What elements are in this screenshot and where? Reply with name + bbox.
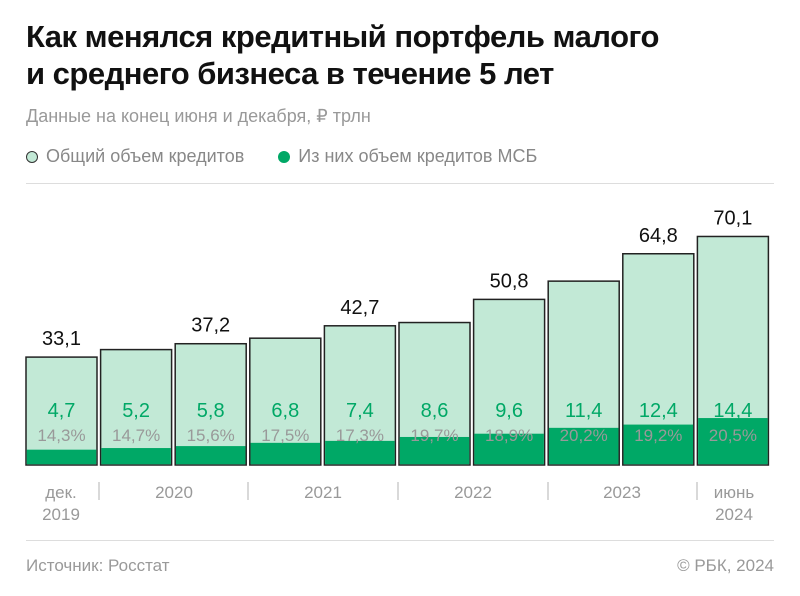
share-label: 20,5% [709, 426, 757, 445]
total-value-label: 50,8 [490, 270, 529, 292]
copyright: © РБК, 2024 [677, 556, 774, 575]
title-line-1: Как менялся кредитный портфель малого [26, 19, 659, 54]
x-tick-label: 2023 [603, 483, 641, 502]
top-divider [26, 183, 774, 184]
sme-value-label: 4,7 [48, 400, 76, 422]
sme-value-label: 14,4 [713, 400, 752, 422]
total-value-label: 64,8 [639, 225, 678, 247]
sme-value-label: 5,8 [197, 400, 225, 422]
sme-value-label: 6,8 [271, 400, 299, 422]
x-tick-label: 2020 [155, 483, 193, 502]
chart-subtitle: Данные на конец июня и декабря, ₽ трлн [26, 106, 371, 126]
sme-value-label: 9,6 [495, 400, 523, 422]
bar-sme [698, 418, 768, 465]
share-label: 17,3% [336, 426, 384, 445]
bar-total [99, 348, 173, 466]
bar-sme [250, 442, 321, 465]
sme-value-label: 11,4 [565, 400, 602, 422]
bar-sme [548, 427, 619, 465]
bar-total [25, 356, 98, 466]
sme-value-label: 7,4 [346, 400, 374, 422]
share-label: 19,7% [410, 426, 458, 445]
x-tick-label: 2024 [715, 505, 753, 524]
source-note: Источник: Росстат [26, 556, 170, 575]
legend-item-sme: Из них объем кредитов МСБ [278, 146, 537, 167]
legend-swatch-sme [278, 150, 291, 163]
x-tick-label: дек. [45, 483, 77, 502]
legend: Общий объем кредитов Из них объем кредит… [26, 146, 537, 167]
share-label: 15,6% [187, 426, 235, 445]
x-tick-label: июнь [714, 483, 755, 502]
sme-value-label: 5,2 [122, 400, 150, 422]
sme-value-label: 8,6 [421, 400, 449, 422]
total-value-label: 37,2 [191, 315, 230, 337]
share-label: 14,7% [112, 426, 160, 445]
bar-sme [399, 436, 470, 465]
share-label: 18,9% [485, 426, 533, 445]
legend-swatch-total [26, 150, 38, 163]
bottom-divider [26, 540, 774, 541]
title-line-2: и среднего бизнеса в течение 5 лет [26, 56, 554, 91]
legend-label-total: Общий объем кредитов [46, 146, 245, 166]
bar-sme [101, 448, 171, 465]
x-tick-label: 2021 [304, 483, 342, 502]
total-value-label: 33,1 [42, 328, 81, 350]
bar-sme [26, 449, 97, 465]
share-label: 14,3% [37, 426, 85, 445]
total-value-label: 70,1 [713, 207, 752, 229]
bar-sme [325, 440, 395, 465]
total-value-label: 42,7 [340, 297, 379, 319]
share-label: 19,2% [634, 426, 682, 445]
legend-label-sme: Из них объем кредитов МСБ [298, 146, 538, 166]
bar-sme [175, 446, 246, 465]
share-label: 20,2% [560, 426, 608, 445]
bar-sme [474, 433, 544, 465]
chart-title: Как менялся кредитный портфель малого и … [26, 18, 659, 92]
legend-item-total: Общий объем кредитов [26, 146, 244, 167]
sme-value-label: 12,4 [639, 400, 678, 422]
x-tick-label: 2022 [454, 483, 492, 502]
share-label: 17,5% [261, 426, 309, 445]
x-tick-label: 2019 [42, 505, 80, 524]
bar-total [174, 342, 247, 466]
bar-sme [623, 424, 694, 465]
